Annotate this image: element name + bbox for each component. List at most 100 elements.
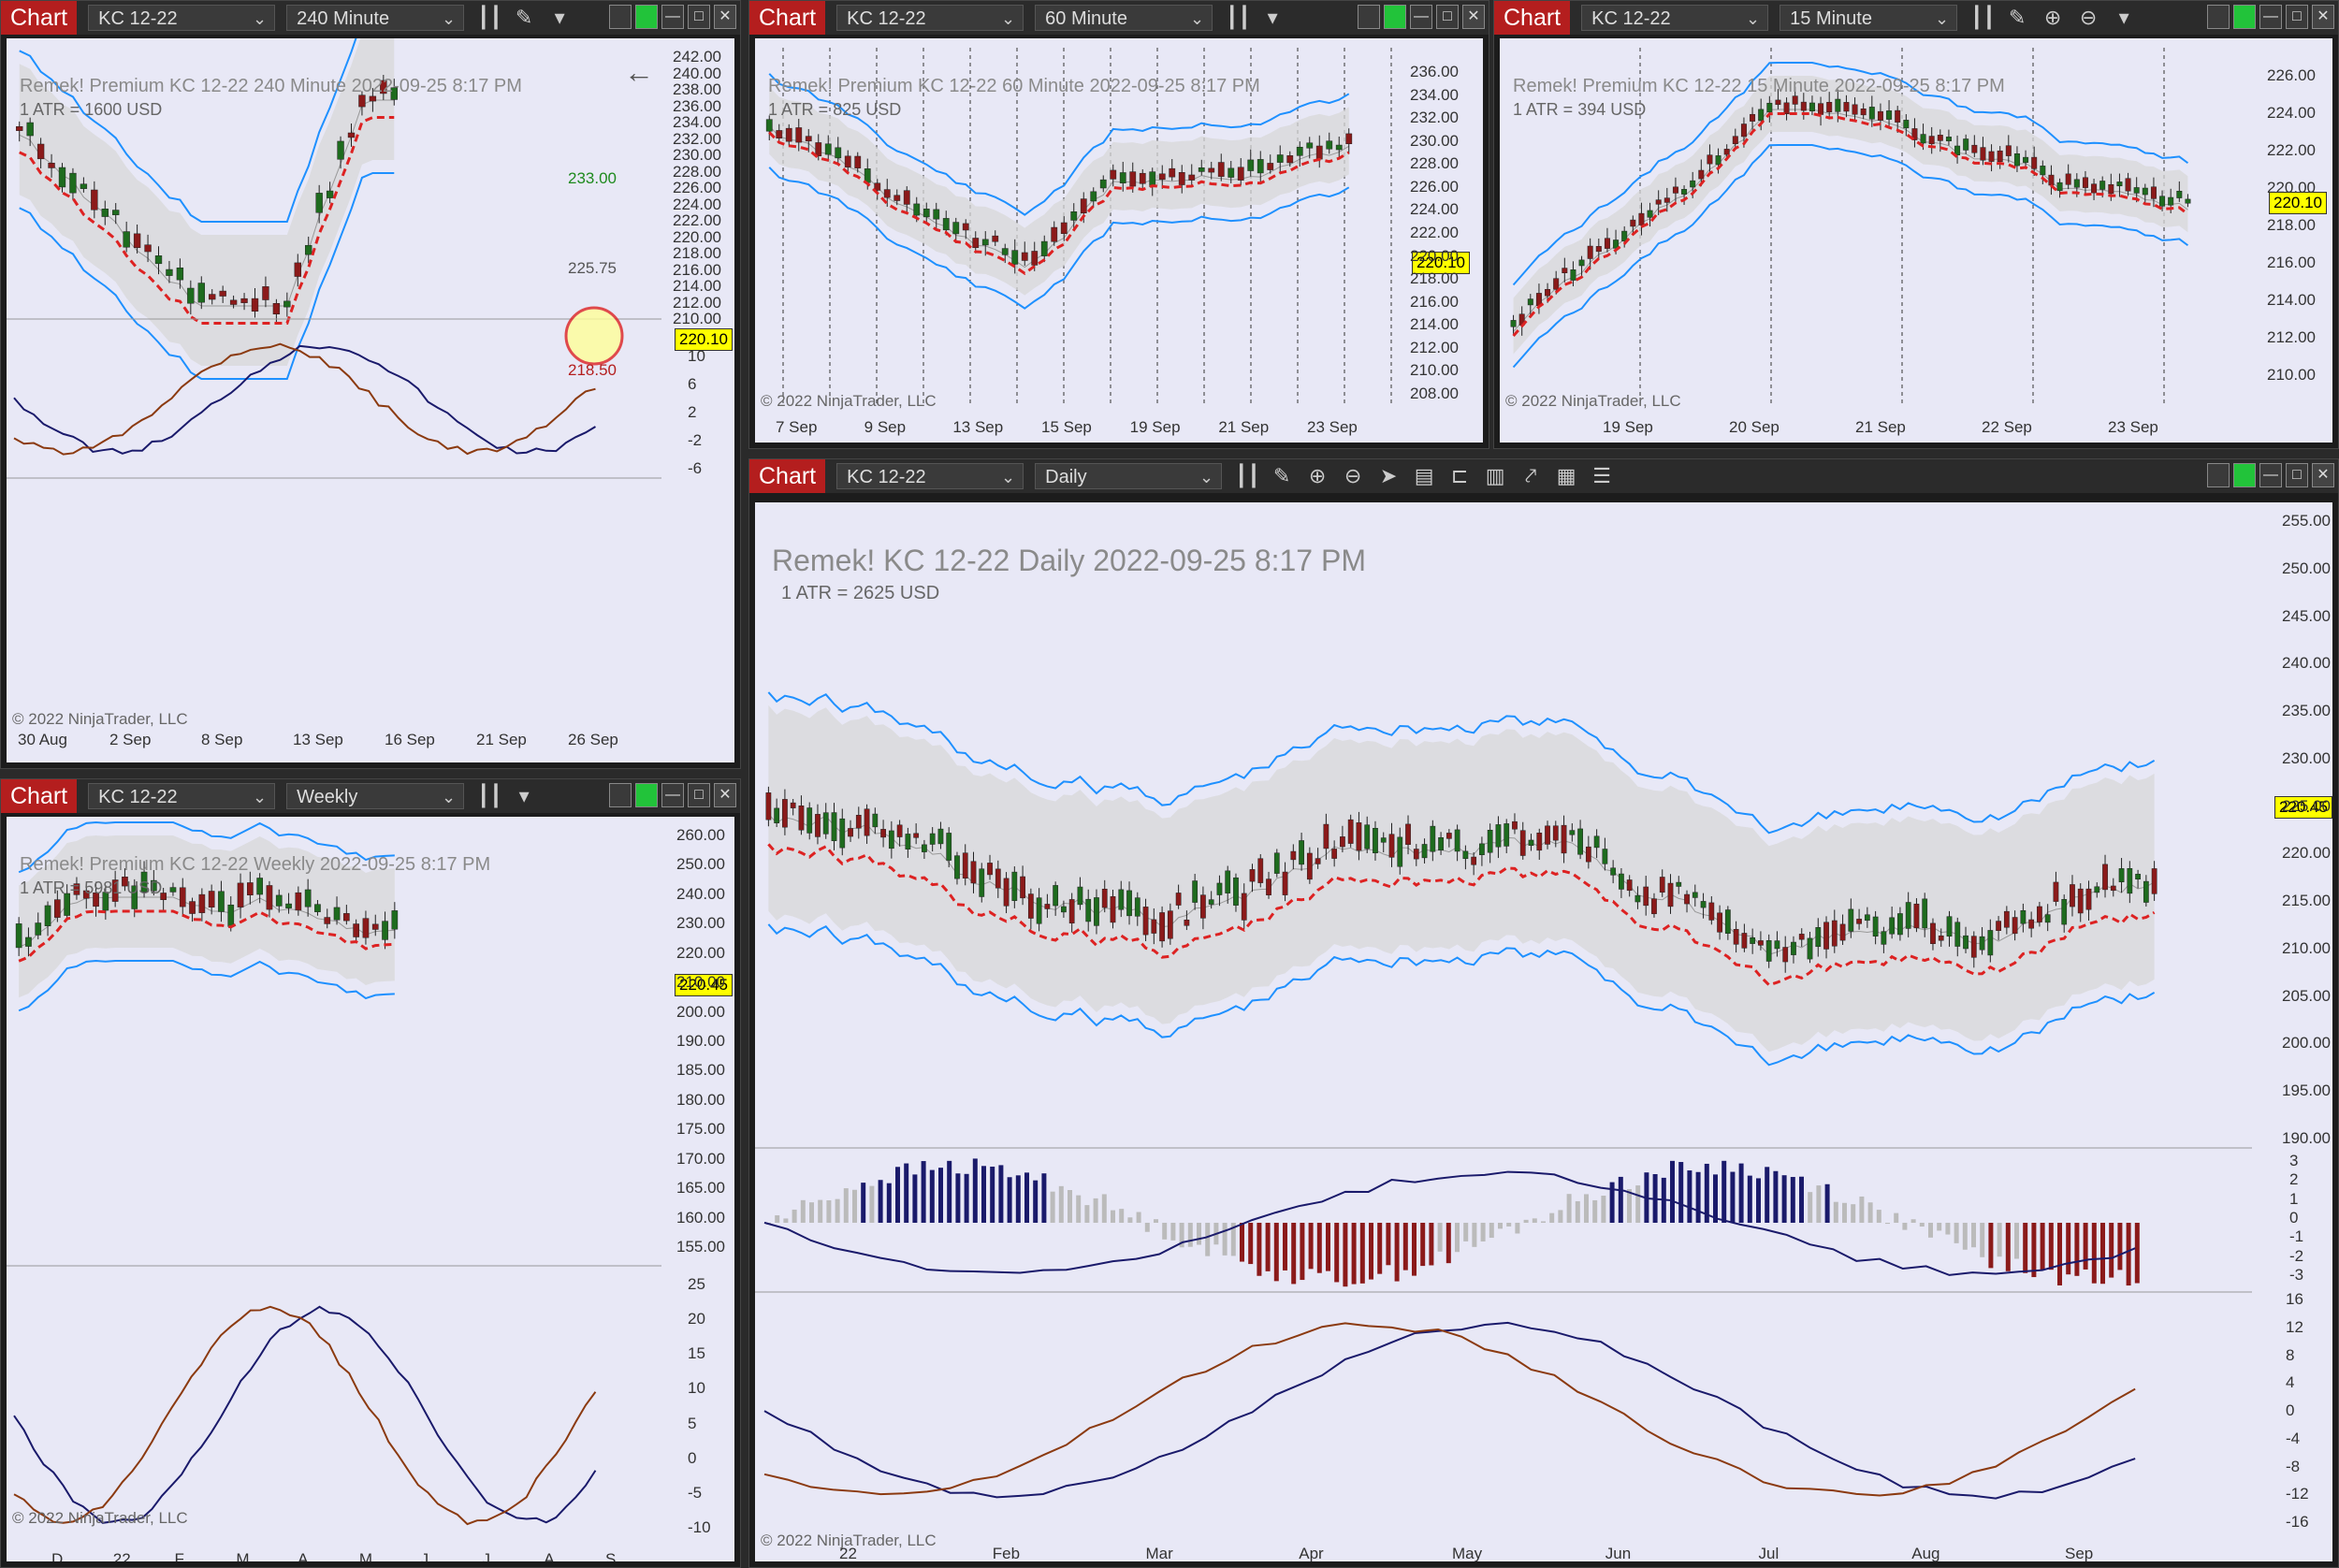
interval-selector[interactable]: Weekly ⌄: [286, 783, 465, 809]
pointer-icon[interactable]: ➤: [1379, 464, 1398, 487]
maximize-button[interactable]: □: [2286, 463, 2308, 487]
drawing-tool-icon[interactable]: ✎: [2008, 6, 2027, 29]
chart-plot-area[interactable]: Remek! Premium KC 12-22 15 Minute 2022-0…: [1500, 38, 2332, 443]
drawing-tool-icon[interactable]: ✎: [1272, 464, 1291, 487]
drawing-tool-icon[interactable]: ✎: [515, 6, 533, 29]
candle: [240, 298, 248, 303]
dropdown-icon[interactable]: ▾: [2118, 6, 2129, 29]
dropdown-icon[interactable]: ▾: [518, 784, 530, 807]
interval-selector[interactable]: 60 Minute ⌄: [1035, 5, 1213, 31]
candle: [1471, 856, 1477, 865]
histogram-bar: [1463, 1223, 1469, 1241]
bar-type-icon[interactable]: ┃┃: [1235, 464, 1260, 487]
color-link-button[interactable]: [2233, 5, 2256, 29]
trend-icon[interactable]: ⤤: [1524, 464, 1537, 487]
bar-type-icon[interactable]: ┃┃: [1226, 6, 1251, 29]
interval-selector[interactable]: 15 Minute ⌄: [1780, 5, 1958, 31]
minimize-button[interactable]: —: [1410, 5, 1432, 29]
histogram-bar: [1532, 1218, 1537, 1223]
chart-plot-area[interactable]: Remek! Premium KC 12-22 Weekly 2022-09-2…: [7, 817, 734, 1561]
axis-tick-label: 22: [839, 1545, 857, 1561]
properties-icon[interactable]: ▦: [1556, 464, 1576, 487]
minimize-button[interactable]: —: [661, 783, 684, 807]
back-arrow-icon[interactable]: ←: [624, 55, 654, 89]
link-button[interactable]: [2207, 463, 2230, 487]
zoom-out-icon[interactable]: ⊖: [2079, 6, 2098, 29]
data-box-icon[interactable]: ▤: [1414, 464, 1434, 487]
candle: [1886, 110, 1893, 120]
axis-tick-label: 20 Sep: [1729, 418, 1780, 436]
indicators-icon[interactable]: ▥: [1485, 464, 1505, 487]
candle: [1881, 931, 1887, 945]
candle: [1569, 830, 1576, 835]
maximize-button[interactable]: □: [1436, 5, 1459, 29]
candle: [952, 222, 960, 235]
chart-menu-button[interactable]: Chart: [749, 1, 826, 35]
link-button[interactable]: [609, 5, 632, 29]
close-button[interactable]: ✕: [1462, 5, 1485, 29]
candle: [1479, 843, 1485, 855]
bar-type-icon[interactable]: ┃┃: [477, 784, 502, 807]
histogram-bar: [775, 1215, 780, 1223]
candle: [1700, 901, 1707, 908]
candle: [1621, 230, 1628, 241]
instrument-selector[interactable]: KC 12-22 ⌄: [88, 5, 276, 31]
close-button[interactable]: ✕: [714, 5, 736, 29]
candle: [1602, 849, 1608, 864]
chart-menu-button[interactable]: Chart: [1494, 1, 1571, 35]
close-button[interactable]: ✕: [714, 783, 736, 807]
interval-selector[interactable]: Daily ⌄: [1035, 463, 1223, 489]
instrument-selector[interactable]: KC 12-22 ⌄: [1581, 5, 1769, 31]
maximize-button[interactable]: □: [688, 5, 710, 29]
dropdown-icon[interactable]: ▾: [1267, 6, 1278, 29]
bar-type-icon[interactable]: ┃┃: [477, 6, 502, 29]
axis-tick-label: May: [1452, 1545, 1483, 1561]
link-button[interactable]: [1358, 5, 1380, 29]
interval-selector[interactable]: 240 Minute ⌄: [286, 5, 465, 31]
color-link-button[interactable]: [635, 783, 658, 807]
chart-plot-area[interactable]: Remek! KC 12-22 Daily 2022-09-25 8:17 PM…: [755, 502, 2332, 1561]
candle: [1638, 212, 1645, 225]
histogram-bar: [955, 1173, 961, 1223]
bar-type-icon[interactable]: ┃┃: [1970, 6, 1996, 29]
histogram-bar: [792, 1209, 797, 1223]
maximize-button[interactable]: □: [2286, 5, 2308, 29]
candle: [2125, 178, 2131, 192]
color-link-button[interactable]: [1384, 5, 1406, 29]
candle: [25, 936, 32, 947]
chart-plot-area[interactable]: Remek! Premium KC 12-22 60 Minute 2022-0…: [755, 38, 1483, 443]
candle: [1373, 827, 1378, 853]
color-link-button[interactable]: [2233, 463, 2256, 487]
close-button[interactable]: ✕: [2312, 5, 2334, 29]
list-icon[interactable]: ☰: [1592, 464, 1611, 487]
minimize-button[interactable]: —: [661, 5, 684, 29]
zoom-out-icon[interactable]: ⊖: [1344, 464, 1362, 487]
dropdown-icon[interactable]: ▾: [554, 6, 565, 29]
axis-tick-label: 240.00: [676, 884, 725, 903]
candle: [1031, 251, 1039, 266]
instrument-selector[interactable]: KC 12-22 ⌄: [88, 783, 276, 809]
chart-menu-button[interactable]: Chart: [749, 459, 826, 493]
minimize-button[interactable]: —: [2259, 5, 2282, 29]
minimize-button[interactable]: —: [2259, 463, 2282, 487]
candle: [1997, 150, 2003, 163]
candle: [1286, 155, 1294, 164]
instrument-selector[interactable]: KC 12-22 ⌄: [836, 5, 1024, 31]
color-link-button[interactable]: [635, 5, 658, 29]
link-button[interactable]: [2207, 5, 2230, 29]
axis-tick-label: 226.00: [1410, 177, 1459, 196]
close-button[interactable]: ✕: [2312, 463, 2334, 487]
zoom-in-icon[interactable]: ⊕: [1308, 464, 1327, 487]
maximize-button[interactable]: □: [688, 783, 710, 807]
instrument-value: KC 12-22: [847, 467, 926, 487]
link-button[interactable]: [609, 783, 632, 807]
zoom-in-icon[interactable]: ⊕: [2043, 6, 2062, 29]
chart-plot-area[interactable]: Remek! Premium KC 12-22 240 Minute 2022-…: [7, 38, 734, 762]
chart-menu-button[interactable]: Chart: [1, 1, 78, 35]
chart-menu-button[interactable]: Chart: [1, 779, 78, 813]
strategies-icon[interactable]: ⊏: [1450, 464, 1469, 487]
axis-tick-label: 3: [2289, 1152, 2299, 1169]
instrument-selector[interactable]: KC 12-22 ⌄: [836, 463, 1024, 489]
candle: [1595, 246, 1602, 253]
histogram-bar: [1730, 1171, 1736, 1223]
